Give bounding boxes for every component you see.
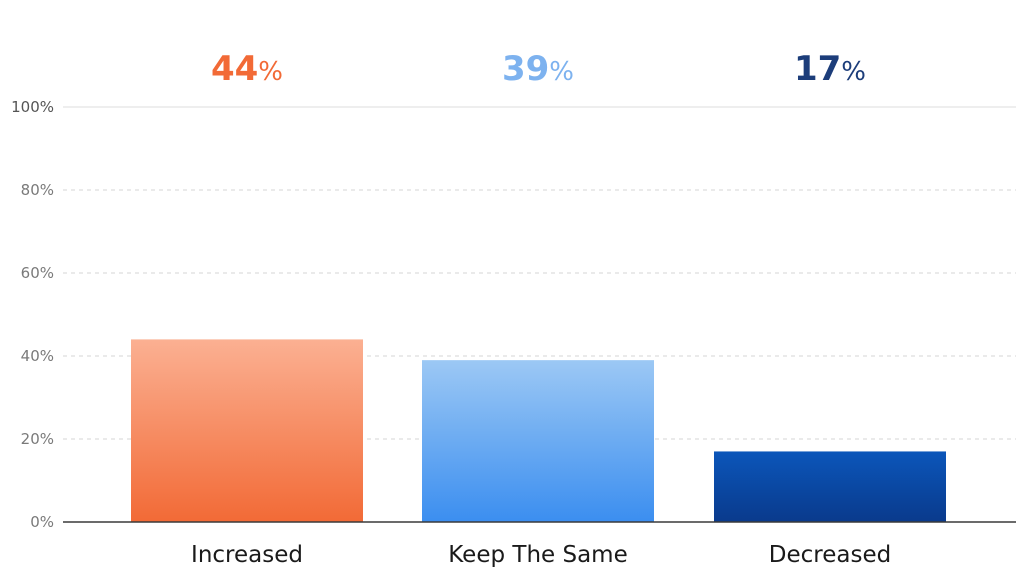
category-label: Increased (191, 542, 303, 568)
bar-keep-the-same (422, 360, 654, 522)
category-labels: Increased Keep The Same Decreased (191, 542, 891, 568)
y-tick-label: 100% (11, 98, 54, 116)
value-number: 44 (211, 49, 258, 89)
value-number: 17 (794, 49, 841, 89)
y-tick-label: 20% (21, 430, 54, 448)
y-tick-label: 80% (21, 181, 54, 199)
bar-decreased (714, 451, 946, 522)
gridlines (63, 106, 1016, 440)
category-label: Keep The Same (448, 542, 628, 568)
value-label: 39% (502, 49, 574, 89)
category-label: Decreased (769, 542, 891, 568)
y-tick-label: 40% (21, 347, 54, 365)
value-label: 44% (211, 49, 283, 89)
value-percent-sign: % (258, 57, 283, 87)
value-labels: 44% 39% 17% (211, 49, 866, 89)
y-tick-label: 60% (21, 264, 54, 282)
bars (131, 339, 946, 522)
value-label: 17% (794, 49, 866, 89)
y-tick-label: 0% (30, 513, 54, 531)
value-number: 39 (502, 49, 549, 89)
value-percent-sign: % (549, 57, 574, 87)
value-percent-sign: % (841, 57, 866, 87)
bar-increased (131, 339, 363, 522)
y-axis-ticks: 0% 20% 40% 60% 80% 100% (11, 98, 54, 531)
